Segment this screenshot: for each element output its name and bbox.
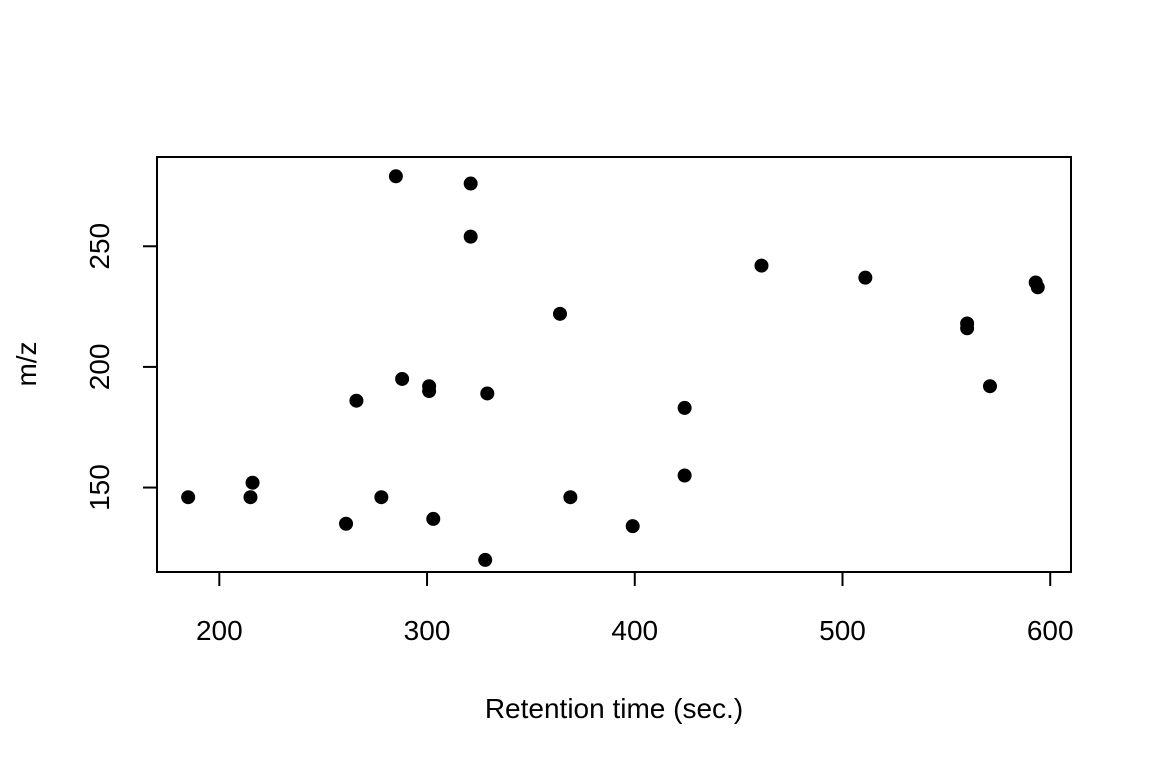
data-point — [374, 490, 389, 505]
data-point — [563, 490, 578, 505]
data-point — [245, 475, 260, 490]
y-tick-label: 200 — [84, 344, 115, 391]
data-point — [181, 490, 196, 505]
data-point — [625, 519, 640, 534]
data-point — [677, 400, 692, 415]
data-point — [677, 468, 692, 483]
plot-frame — [156, 156, 1072, 573]
x-axis: 200 300 400 500 600 — [196, 571, 1074, 646]
x-tick-label: 300 — [404, 615, 451, 646]
data-point — [1030, 280, 1045, 295]
data-point — [480, 386, 495, 401]
data-point — [463, 229, 478, 244]
data-point — [960, 321, 975, 336]
data-points — [181, 169, 1045, 567]
data-point — [982, 379, 997, 394]
data-point — [552, 306, 567, 321]
data-point — [339, 516, 354, 531]
x-tick-label: 600 — [1027, 615, 1074, 646]
y-tick-label: 250 — [84, 223, 115, 270]
data-point — [349, 393, 364, 408]
x-tick-label: 200 — [196, 615, 243, 646]
data-point — [463, 176, 478, 191]
y-tick-label: 150 — [84, 464, 115, 511]
data-point — [426, 511, 441, 526]
x-axis-label: Retention time (sec.) — [485, 693, 743, 724]
data-point — [754, 258, 769, 273]
data-point — [858, 270, 873, 285]
x-tick-label: 500 — [819, 615, 866, 646]
data-point — [478, 552, 493, 567]
x-tick-label: 400 — [611, 615, 658, 646]
y-axis: 150 200 250 — [84, 223, 158, 511]
data-point — [395, 371, 410, 386]
data-point — [243, 490, 258, 505]
data-point — [422, 384, 437, 399]
y-axis-label: m/z — [11, 341, 42, 386]
data-point — [388, 169, 403, 184]
